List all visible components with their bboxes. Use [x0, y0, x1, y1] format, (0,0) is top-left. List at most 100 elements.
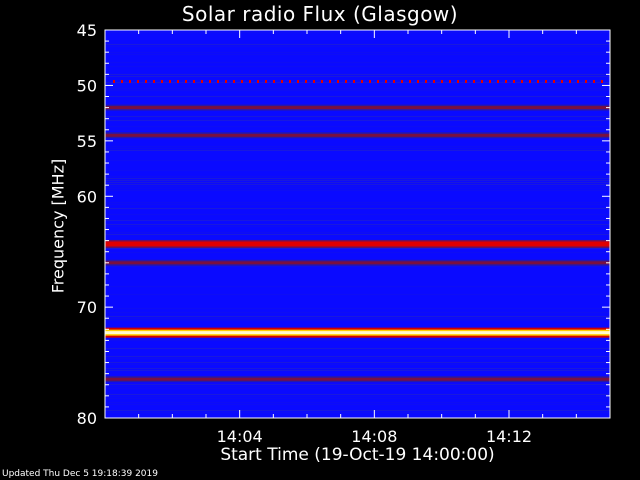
noise-row — [105, 234, 610, 235]
noise-row — [105, 410, 610, 411]
interference-dot — [185, 79, 187, 83]
interference-dot — [113, 79, 115, 83]
noise-row — [105, 396, 610, 397]
interference-dot — [441, 79, 443, 83]
interference-dot — [305, 79, 307, 83]
interference-dot — [177, 79, 179, 83]
strong-band-line — [105, 241, 610, 247]
noise-row — [105, 170, 610, 171]
plot-frame — [104, 29, 611, 419]
noise-row — [105, 358, 610, 359]
interference-dot — [137, 79, 139, 83]
noise-row — [105, 388, 610, 389]
noise-row — [105, 178, 610, 179]
interference-dot — [329, 79, 331, 83]
noise-row — [105, 220, 610, 221]
noise-row — [105, 286, 610, 287]
interference-dot — [129, 79, 131, 83]
noise-row — [105, 186, 610, 187]
interference-dot — [217, 79, 219, 83]
noise-row — [105, 182, 610, 183]
interference-dot — [385, 79, 387, 83]
interference-dot — [473, 79, 475, 83]
interference-dot — [569, 79, 571, 83]
band-line — [105, 133, 610, 137]
interference-dot — [209, 79, 211, 83]
x-tick-label: 14:08 — [351, 427, 397, 446]
noise-row — [105, 412, 610, 413]
interference-dot — [297, 79, 299, 83]
noise-row — [105, 46, 610, 47]
interference-dot — [265, 79, 267, 83]
noise-row — [105, 148, 610, 149]
interference-dot — [593, 79, 595, 83]
x-tick-label: 14:04 — [217, 427, 263, 446]
noise-row — [105, 74, 610, 75]
noise-row — [105, 176, 610, 177]
noise-row — [105, 180, 610, 181]
noise-row — [105, 44, 610, 45]
noise-row — [105, 208, 610, 209]
noise-row — [105, 404, 610, 405]
interference-dot — [481, 79, 483, 83]
noise-row — [105, 96, 610, 97]
interference-dot — [425, 79, 427, 83]
interference-dot — [289, 79, 291, 83]
noise-row — [105, 266, 610, 267]
noise-row — [105, 226, 610, 227]
interference-dot — [353, 79, 355, 83]
max-band-peak — [105, 331, 610, 335]
noise-row — [105, 160, 610, 161]
interference-dot — [377, 79, 379, 83]
noise-row — [105, 54, 610, 55]
noise-row — [105, 130, 610, 131]
interference-dot — [145, 79, 147, 83]
interference-dot — [561, 79, 563, 83]
noise-row — [105, 76, 610, 77]
noise-row — [105, 316, 610, 317]
noise-row — [105, 252, 610, 253]
noise-row — [105, 90, 610, 91]
y-tick-label: 60 — [77, 187, 97, 206]
noise-row — [105, 312, 610, 313]
noise-row — [105, 204, 610, 205]
interference-dot — [401, 79, 403, 83]
interference-dot — [537, 79, 539, 83]
interference-dot — [201, 79, 203, 83]
noise-row — [105, 214, 610, 215]
noise-row — [105, 386, 610, 387]
interference-dot — [337, 79, 339, 83]
interference-dot — [161, 79, 163, 83]
noise-row — [105, 398, 610, 399]
noise-row — [105, 248, 610, 249]
y-tick-label: 55 — [77, 132, 97, 151]
noise-row — [105, 348, 610, 349]
interference-dot — [193, 79, 195, 83]
noise-row — [105, 32, 610, 33]
noise-row — [105, 368, 610, 369]
interference-dot — [321, 79, 323, 83]
noise-row — [105, 184, 610, 185]
noise-row — [105, 356, 610, 357]
interference-dot — [465, 79, 467, 83]
noise-row — [105, 364, 610, 365]
interference-dot — [249, 79, 251, 83]
interference-dot — [601, 79, 603, 83]
y-axis-label: Frequency [MHz] — [48, 158, 68, 294]
noise-row — [105, 150, 610, 151]
noise-row — [105, 190, 610, 191]
x-tick-label: 14:12 — [486, 427, 532, 446]
interference-dot — [449, 79, 451, 83]
noise-row — [105, 320, 610, 321]
interference-dot — [153, 79, 155, 83]
interference-dot — [417, 79, 419, 83]
interference-dot — [457, 79, 459, 83]
band-line — [105, 106, 610, 110]
chart-title: Solar radio Flux (Glasgow) — [181, 2, 459, 26]
updated-timestamp: Updated Thu Dec 5 19:18:39 2019 — [2, 469, 158, 479]
noise-row — [105, 362, 610, 363]
interference-dot — [361, 79, 363, 83]
noise-row — [105, 294, 610, 295]
interference-dot — [553, 79, 555, 83]
interference-dot — [585, 79, 587, 83]
